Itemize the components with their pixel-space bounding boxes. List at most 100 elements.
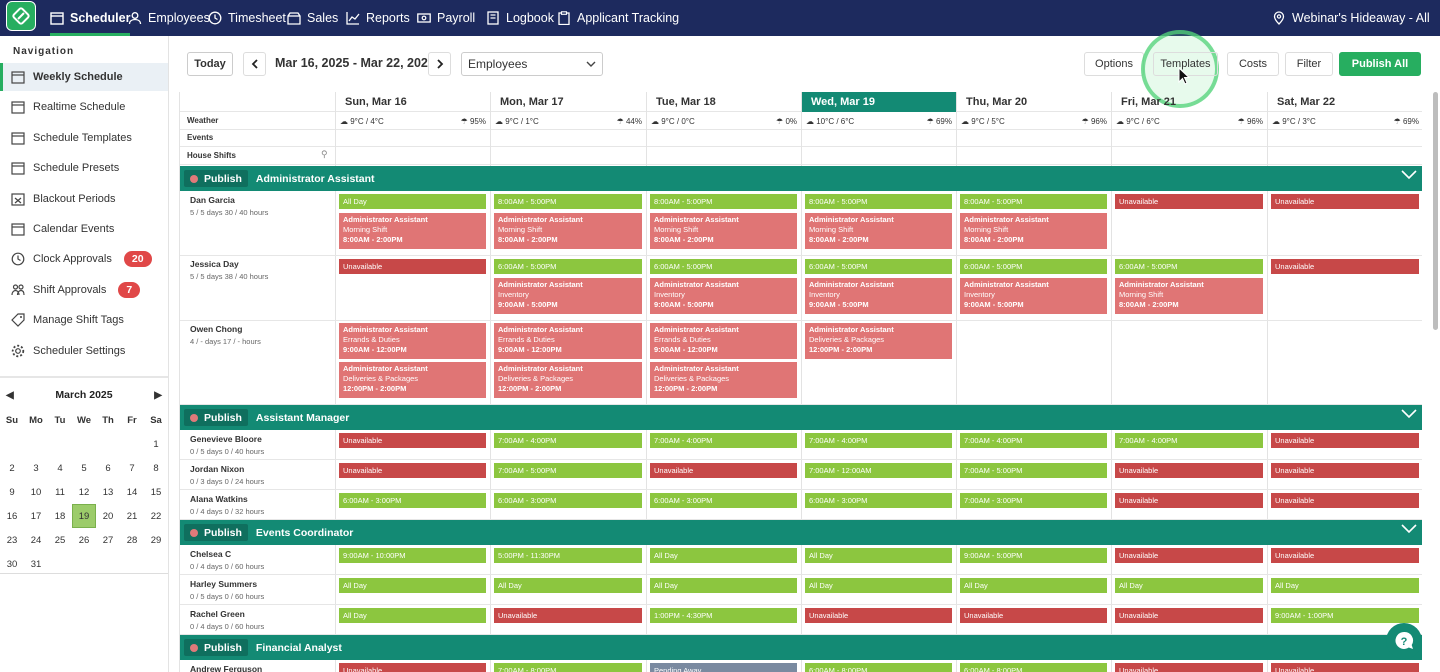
shift-availability[interactable]: 9:00AM - 5:00PM [960, 548, 1107, 563]
shift-availability[interactable]: Unavailable [1271, 548, 1419, 563]
employee-name[interactable]: Jessica Day [190, 259, 239, 269]
shift-availability[interactable]: 6:00AM - 5:00PM [805, 259, 952, 274]
shift-availability[interactable]: Unavailable [339, 433, 486, 448]
calendar-day[interactable]: 19 [72, 504, 96, 528]
calendar-day[interactable]: 21 [126, 510, 138, 522]
calendar-day[interactable]: 2 [9, 462, 15, 474]
shift-availability[interactable]: Unavailable [1271, 493, 1419, 508]
calendar-day[interactable]: 25 [54, 534, 66, 546]
employee-name[interactable]: Andrew Ferguson [190, 664, 263, 672]
employee-name[interactable]: Owen Chong [190, 324, 243, 334]
employee-name[interactable]: Genevieve Bloore [190, 434, 262, 444]
chevron-down-icon[interactable] [1401, 524, 1417, 534]
shift-availability[interactable]: All Day [650, 548, 797, 563]
shift-availability[interactable]: 6:00AM - 5:00PM [650, 259, 797, 274]
shift-availability[interactable]: All Day [339, 194, 486, 209]
shift-block[interactable]: Administrator Assistant Deliveries & Pack… [650, 362, 797, 398]
chevron-down-icon[interactable] [1401, 409, 1417, 419]
shift-block[interactable]: Administrator Assistant Deliveries & Pack… [805, 323, 952, 359]
sidebar-item-manage-shift-tags[interactable]: Manage Shift Tags [0, 306, 168, 334]
calendar-day[interactable]: 22 [150, 510, 162, 522]
nav-sales[interactable]: Sales [287, 0, 338, 36]
shift-availability[interactable]: Unavailable [1115, 194, 1263, 209]
shift-availability[interactable]: Unavailable [1115, 493, 1263, 508]
day-header[interactable]: Fri, Mar 21 [1121, 96, 1177, 108]
shift-availability[interactable]: All Day [805, 578, 952, 593]
calendar-day[interactable]: 29 [150, 534, 162, 546]
grid-scrollbar[interactable] [1433, 92, 1438, 330]
shift-availability[interactable]: All Day [805, 548, 952, 563]
day-header[interactable]: Sun, Mar 16 [345, 96, 407, 108]
calendar-day[interactable]: 8 [153, 462, 159, 474]
employee-name[interactable]: Rachel Green [190, 609, 245, 619]
today-button[interactable]: Today [187, 52, 233, 76]
shift-availability[interactable]: All Day [650, 578, 797, 593]
shift-availability[interactable]: 9:00AM - 1:00PM [1271, 608, 1419, 623]
calendar-day[interactable]: 15 [150, 486, 162, 498]
sidebar-item-weekly-schedule[interactable]: Weekly Schedule [0, 63, 168, 91]
shift-availability[interactable]: 7:00AM - 4:00PM [805, 433, 952, 448]
employee-name[interactable]: Harley Summers [190, 579, 258, 589]
chevron-down-icon[interactable] [1401, 170, 1417, 180]
sidebar-item-realtime-schedule[interactable]: Realtime Schedule [0, 93, 168, 121]
calendar-day[interactable]: 24 [30, 534, 42, 546]
calendar-day[interactable]: 18 [54, 510, 66, 522]
calendar-day[interactable]: 7 [129, 462, 135, 474]
app-logo-icon[interactable] [6, 1, 36, 31]
day-header[interactable]: Thu, Mar 20 [966, 96, 1028, 108]
sidebar-item-shift-approvals[interactable]: Shift Approvals 7 [0, 276, 168, 304]
shift-availability[interactable]: 7:00AM - 3:00PM [960, 493, 1107, 508]
shift-block[interactable]: Administrator Assistant Deliveries & Pack… [339, 362, 486, 398]
calendar-day[interactable]: 3 [33, 462, 39, 474]
shift-availability[interactable]: Unavailable [339, 463, 486, 478]
shift-availability[interactable]: All Day [1115, 578, 1263, 593]
calendar-next-icon[interactable]: ▶ [154, 389, 162, 401]
calendar-day[interactable]: 10 [30, 486, 42, 498]
shift-block[interactable]: Administrator Assistant Morning Shift 8:00… [650, 213, 797, 249]
shift-availability[interactable]: 6:00AM - 5:00PM [494, 259, 642, 274]
calendar-day[interactable]: 27 [102, 534, 114, 546]
view-select[interactable]: Employees [461, 52, 603, 76]
shift-availability[interactable]: 7:00AM - 4:00PM [494, 433, 642, 448]
shift-availability[interactable]: 6:00AM - 5:00PM [1115, 259, 1263, 274]
calendar-day[interactable]: 28 [126, 534, 138, 546]
location-selector[interactable]: Webinar's Hideaway - All [1272, 0, 1430, 36]
day-header[interactable]: Mon, Mar 17 [500, 96, 564, 108]
shift-availability[interactable]: 6:00AM - 3:00PM [494, 493, 642, 508]
shift-availability[interactable]: All Day [494, 578, 642, 593]
shift-block[interactable]: Administrator Assistant Morning Shift 8:00… [960, 213, 1107, 249]
nav-applicant-tracking[interactable]: Applicant Tracking [557, 0, 679, 36]
filter-button[interactable]: Filter [1285, 52, 1333, 76]
costs-button[interactable]: Costs [1227, 52, 1279, 76]
calendar-day[interactable]: 11 [55, 486, 65, 498]
shift-block[interactable]: Administrator Assistant Errands & Duties 9… [339, 323, 486, 359]
sidebar-item-clock-approvals[interactable]: Clock Approvals 20 [0, 245, 168, 273]
shift-availability[interactable]: All Day [960, 578, 1107, 593]
calendar-day[interactable]: 14 [126, 486, 138, 498]
sidebar-item-calendar-events[interactable]: Calendar Events [0, 215, 168, 243]
shift-availability[interactable]: Unavailable [1271, 259, 1419, 274]
shift-availability[interactable]: 6:00AM - 3:00PM [650, 493, 797, 508]
shift-block[interactable]: Administrator Assistant Morning Shift 8:00… [1115, 278, 1263, 314]
sidebar-item-blackout-periods[interactable]: Blackout Periods [0, 185, 168, 213]
calendar-day[interactable]: 26 [78, 534, 90, 546]
shift-availability[interactable]: 5:00PM - 11:30PM [494, 548, 642, 563]
chat-help-button[interactable]: ? [1386, 623, 1422, 659]
calendar-day[interactable]: 23 [6, 534, 18, 546]
sidebar-item-schedule-templates[interactable]: Schedule Templates [0, 124, 168, 152]
shift-availability[interactable]: 6:00AM - 3:00PM [805, 493, 952, 508]
group-publish-button[interactable]: Publish [184, 639, 248, 656]
nav-employees[interactable]: Employees [128, 0, 210, 36]
sidebar-item-schedule-presets[interactable]: Schedule Presets [0, 154, 168, 182]
shift-availability[interactable]: 7:00AM - 5:00PM [960, 463, 1107, 478]
shift-availability[interactable]: 7:00AM - 4:00PM [1115, 433, 1263, 448]
shift-block[interactable]: Administrator Assistant Morning Shift 8:00… [805, 213, 952, 249]
next-week-button[interactable] [428, 52, 451, 76]
shift-availability[interactable]: 8:00AM - 5:00PM [960, 194, 1107, 209]
shift-availability[interactable]: 6:00AM - 3:00PM [339, 493, 486, 508]
calendar-day[interactable]: 9 [9, 486, 15, 498]
shift-availability[interactable]: All Day [1271, 578, 1419, 593]
shift-availability[interactable]: 1:00PM - 4:30PM [650, 608, 797, 623]
day-header[interactable]: Sat, Mar 22 [1277, 96, 1336, 108]
options-button[interactable]: Options [1084, 52, 1144, 76]
